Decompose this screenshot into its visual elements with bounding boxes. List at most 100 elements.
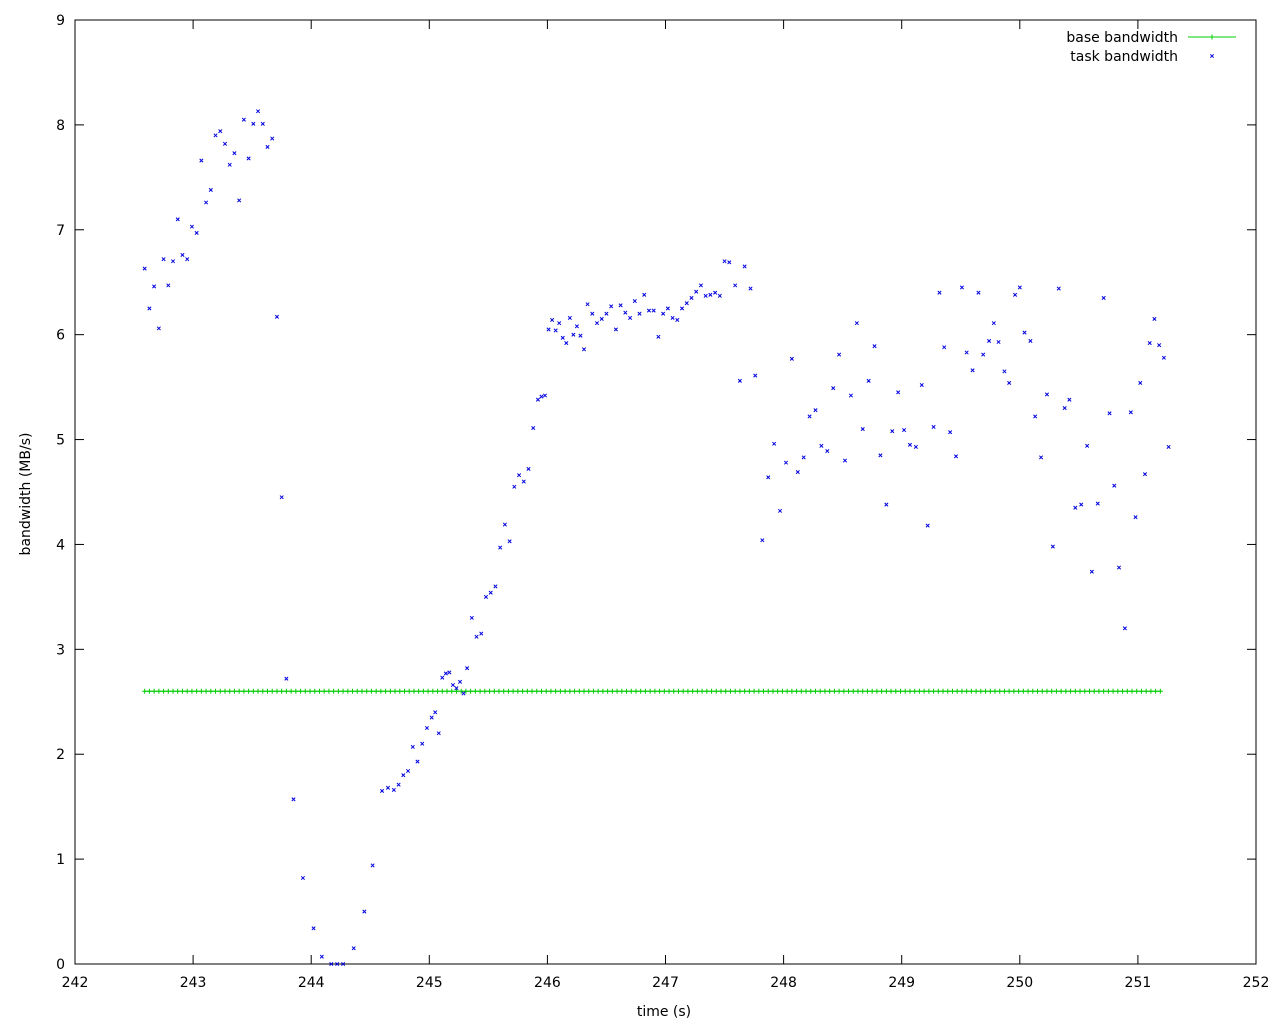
base-bandwidth-point xyxy=(779,688,785,694)
base-bandwidth-point xyxy=(340,688,346,694)
task-bandwidth-point xyxy=(1002,369,1007,374)
base-bandwidth-point xyxy=(491,688,497,694)
base-bandwidth-point xyxy=(846,688,852,694)
task-bandwidth-point xyxy=(246,156,251,161)
base-bandwidth-point xyxy=(949,688,955,694)
base-bandwidth-point xyxy=(1016,688,1022,694)
base-bandwidth-point xyxy=(194,688,200,694)
series-task-bandwidth xyxy=(142,109,1171,967)
task-bandwidth-point xyxy=(241,117,246,122)
legend-swatch-marker xyxy=(1209,34,1215,40)
task-bandwidth-point xyxy=(447,670,452,675)
task-bandwidth-point xyxy=(585,302,590,307)
task-bandwidth-point xyxy=(335,961,340,967)
task-bandwidth-point xyxy=(521,479,526,484)
task-bandwidth-point xyxy=(1138,380,1143,385)
base-bandwidth-point xyxy=(293,688,299,694)
base-bandwidth-point xyxy=(1068,688,1074,694)
task-bandwidth-point xyxy=(420,741,425,746)
task-bandwidth-point xyxy=(270,136,275,141)
x-tick-label: 247 xyxy=(652,975,679,991)
task-bandwidth-point xyxy=(670,315,675,320)
task-bandwidth-point xyxy=(801,455,806,460)
task-bandwidth-point xyxy=(436,731,441,736)
base-bandwidth-point xyxy=(510,688,516,694)
base-bandwidth-point xyxy=(666,688,672,694)
base-bandwidth-point xyxy=(765,688,771,694)
y-tick-label: 4 xyxy=(56,537,65,553)
base-bandwidth-point xyxy=(1124,688,1130,694)
base-bandwidth-point xyxy=(1077,688,1083,694)
task-bandwidth-point xyxy=(795,470,800,475)
base-bandwidth-point xyxy=(694,688,700,694)
task-bandwidth-point xyxy=(1161,355,1166,360)
task-bandwidth-point xyxy=(925,523,930,528)
base-bandwidth-point xyxy=(316,688,322,694)
base-bandwidth-point xyxy=(524,688,530,694)
base-bandwidth-point xyxy=(850,688,856,694)
base-bandwidth-point xyxy=(425,688,431,694)
task-bandwidth-point xyxy=(391,787,396,792)
base-bandwidth-point xyxy=(298,688,304,694)
base-bandwidth-point xyxy=(420,688,426,694)
task-bandwidth-point xyxy=(1039,455,1044,460)
task-bandwidth-point xyxy=(766,475,771,480)
task-bandwidth-point xyxy=(204,200,209,205)
base-bandwidth-point xyxy=(931,688,937,694)
task-bandwidth-point xyxy=(722,259,727,264)
base-bandwidth-point xyxy=(1138,688,1144,694)
base-bandwidth-point xyxy=(581,688,587,694)
base-bandwidth-point xyxy=(704,688,710,694)
x-tick-label: 244 xyxy=(298,975,325,991)
task-bandwidth-point xyxy=(222,141,228,146)
task-bandwidth-point xyxy=(913,444,918,449)
task-bandwidth-point xyxy=(319,954,324,959)
task-bandwidth-point xyxy=(493,584,498,589)
base-bandwidth-point xyxy=(869,688,875,694)
task-bandwidth-point xyxy=(457,679,463,684)
base-bandwidth-point xyxy=(255,688,261,694)
base-bandwidth-point xyxy=(1082,688,1088,694)
base-bandwidth-point xyxy=(208,688,214,694)
task-bandwidth-point xyxy=(502,522,507,527)
task-bandwidth-point xyxy=(461,691,466,696)
task-bandwidth-point xyxy=(661,311,666,316)
base-bandwidth-point xyxy=(515,688,521,694)
task-bandwidth-point xyxy=(753,373,758,378)
base-bandwidth-point xyxy=(156,688,162,694)
x-tick-label: 246 xyxy=(534,975,561,991)
task-bandwidth-point xyxy=(370,863,375,868)
task-bandwidth-point xyxy=(937,290,942,295)
base-bandwidth-point xyxy=(940,688,946,694)
task-bandwidth-point xyxy=(987,338,992,344)
base-bandwidth-point xyxy=(387,688,393,694)
base-bandwidth-point xyxy=(501,688,507,694)
base-bandwidth-point xyxy=(1101,688,1107,694)
base-bandwidth-point xyxy=(265,688,271,694)
task-bandwidth-point xyxy=(953,454,959,459)
legend-swatch-marker xyxy=(1209,53,1215,59)
task-bandwidth-point xyxy=(896,390,901,395)
task-bandwidth-point xyxy=(628,315,633,320)
base-bandwidth-point xyxy=(439,688,445,694)
task-bandwidth-point xyxy=(208,187,213,192)
base-bandwidth-point xyxy=(812,688,818,694)
base-bandwidth-point xyxy=(595,688,601,694)
base-bandwidth-point xyxy=(288,688,294,694)
base-bandwidth-point xyxy=(411,688,417,694)
task-bandwidth-point xyxy=(531,425,536,431)
base-bandwidth-point xyxy=(453,688,459,694)
task-bandwidth-point xyxy=(907,442,913,447)
task-bandwidth-point xyxy=(578,333,583,338)
base-bandwidth-point xyxy=(652,688,658,694)
base-bandwidth-point xyxy=(898,688,904,694)
task-bandwidth-point xyxy=(218,129,223,134)
task-bandwidth-point xyxy=(991,321,996,326)
task-bandwidth-point xyxy=(300,875,305,881)
base-bandwidth-point xyxy=(605,688,611,694)
x-tick-label: 251 xyxy=(1125,975,1152,991)
task-bandwidth-point xyxy=(1142,472,1148,477)
task-bandwidth-point xyxy=(560,335,565,340)
base-bandwidth-point xyxy=(529,688,535,694)
y-axis-label: bandwidth (MB/s) xyxy=(18,433,34,556)
